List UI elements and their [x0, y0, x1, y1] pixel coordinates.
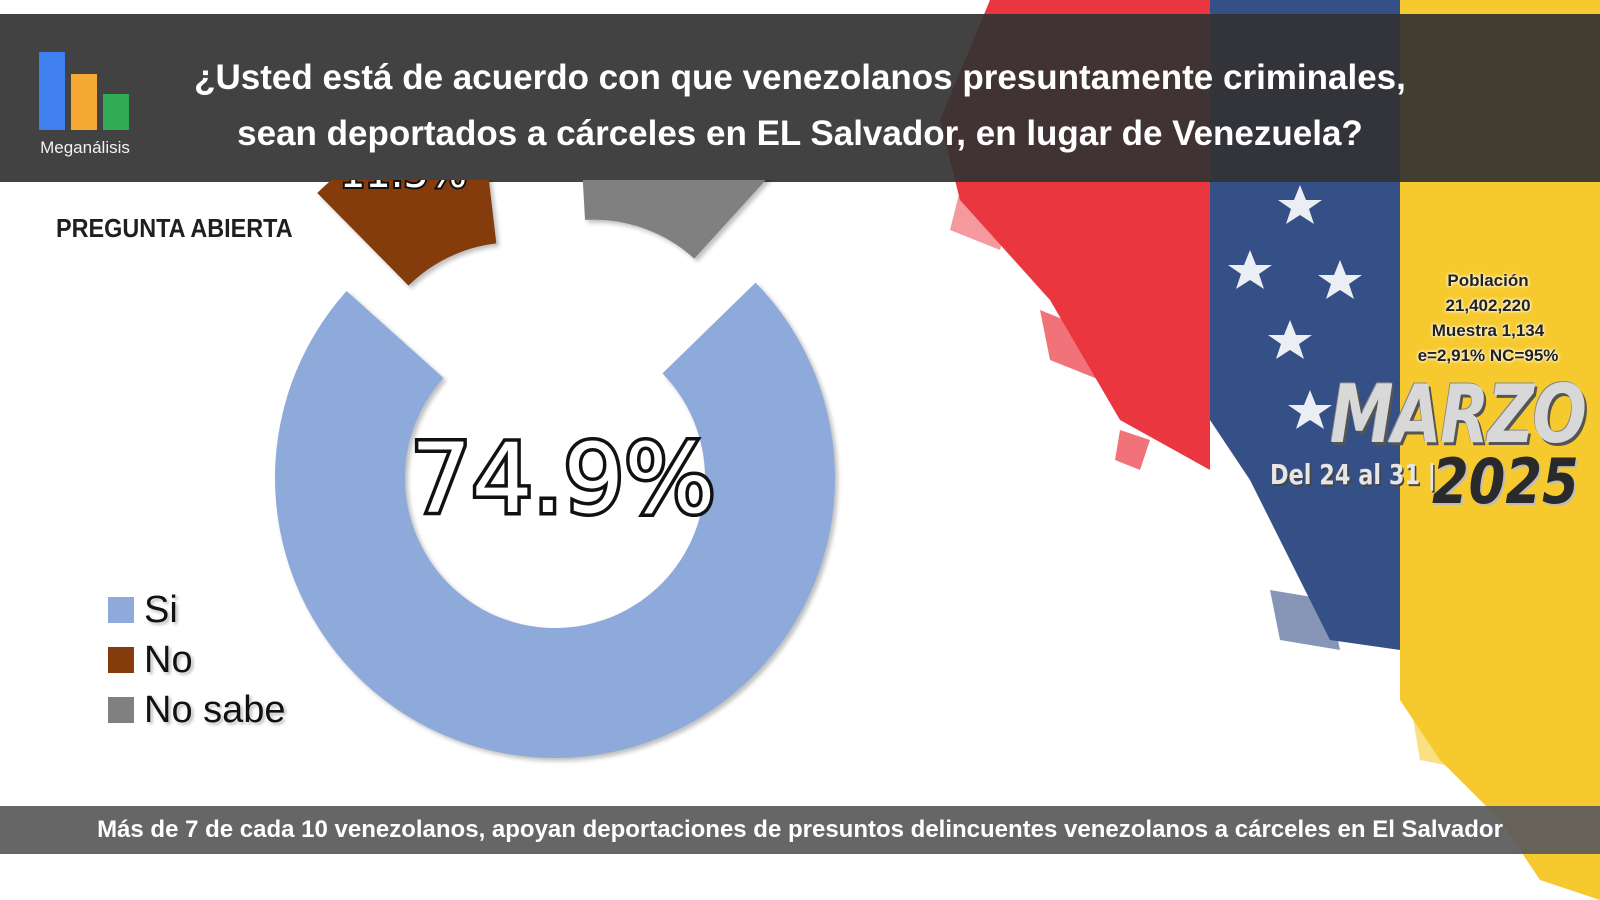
star-icon	[1288, 390, 1332, 429]
muestra-text: Muestra 1,134	[1431, 321, 1545, 340]
logo-bar-blue	[39, 52, 65, 130]
red-brush-stroke	[1115, 430, 1150, 470]
star-icon	[1268, 320, 1312, 359]
legend-label-si: Si	[144, 588, 178, 631]
survey-dates: Del 24 al 31 |	[1270, 458, 1436, 491]
title-banner: Meganálisis ¿Usted está de acuerdo con q…	[0, 14, 1600, 182]
legend-swatch-no-sabe	[108, 697, 134, 723]
red-brush-stroke	[1040, 310, 1100, 380]
legend-label-no-sabe: No sabe	[144, 688, 286, 731]
logo-name: Meganálisis	[40, 138, 130, 157]
title-line-1: ¿Usted está de acuerdo con que venezolan…	[194, 58, 1406, 97]
conclusion-footer: Más de 7 de cada 10 venezolanos, apoyan …	[0, 806, 1600, 854]
legend-swatch-no	[108, 647, 134, 673]
slice-si	[274, 282, 835, 759]
logo-bar-orange	[71, 74, 97, 130]
data-label-no: 11.5%	[340, 180, 467, 197]
legend-item-no: No	[108, 635, 286, 685]
star-icon	[1228, 250, 1272, 289]
meganalisis-logo: Meganálisis	[30, 42, 140, 162]
yellow-brush-stroke	[1400, 0, 1600, 900]
chart-legend: Si No No sabe	[108, 585, 286, 735]
red-brush-stroke	[950, 190, 1010, 250]
poblacion-label: Población	[1447, 271, 1529, 290]
blue-brush-stroke	[1270, 590, 1340, 650]
yellow-brush-stroke	[1410, 700, 1470, 770]
donut-chart: 74.9%11.5%13.6%	[274, 180, 835, 759]
error-confidence-text: e=2,91% NC=95%	[1417, 346, 1559, 365]
survey-month: MARZO	[1330, 368, 1587, 461]
question-type-label: PREGUNTA ABIERTA	[56, 213, 293, 243]
legend-item-si: Si	[108, 585, 286, 635]
star-icon	[1278, 185, 1322, 224]
data-label-si: 74.9%	[411, 423, 716, 535]
survey-technical-sheet: Población 21,402,220 Muestra 1,134 e=2,9…	[1398, 268, 1578, 368]
legend-item-no-sabe: No sabe	[108, 685, 286, 735]
chart-question-title: ¿Usted está de acuerdo con que venezolan…	[150, 50, 1450, 162]
slice-no	[317, 180, 497, 286]
legend-label-no: No	[144, 638, 193, 681]
poblacion-value: 21,402,220	[1445, 296, 1531, 315]
slice-no-sabe	[582, 180, 766, 259]
legend-swatch-si	[108, 597, 134, 623]
survey-year: 2025	[1432, 445, 1579, 518]
title-line-2: sean deportados a cárceles en EL Salvado…	[237, 114, 1363, 153]
star-icon	[1318, 260, 1362, 299]
logo-bar-green	[103, 94, 129, 130]
